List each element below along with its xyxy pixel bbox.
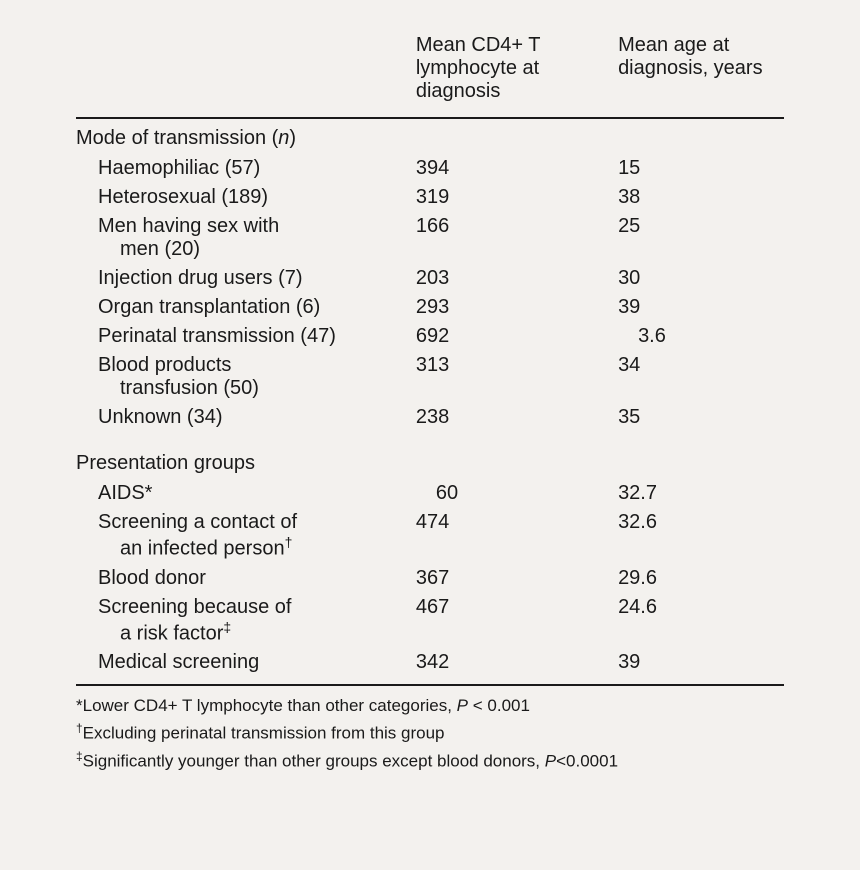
row-age: 34: [614, 351, 784, 403]
row-age: 15: [614, 154, 784, 183]
row-cd4: 394: [416, 154, 614, 183]
table-row: Medical screening 342 39: [76, 648, 784, 685]
row-label: Organ transplantation (6): [76, 293, 416, 322]
row-age: 24.6: [614, 593, 784, 649]
row-age: 39: [614, 293, 784, 322]
header-col-3: Mean age at diagnosis, years: [614, 28, 784, 118]
header-col-2: Mean CD4+ T lymphocyte at diagnosis: [416, 28, 614, 118]
table-row: Unknown (34) 238 35: [76, 403, 784, 432]
row-cd4: 319: [416, 183, 614, 212]
table-row: Screening a contact ofan infected person…: [76, 508, 784, 564]
table-body: Mode of transmission (n) Haemophiliac (5…: [76, 118, 784, 685]
table-row: Organ transplantation (6) 293 39: [76, 293, 784, 322]
table-row: AIDS* 60 32.7: [76, 479, 784, 508]
row-age: 30: [614, 264, 784, 293]
table-row: Heterosexual (189) 319 38: [76, 183, 784, 212]
section-header: Mode of transmission (n): [76, 118, 784, 154]
row-label: Perinatal transmission (47): [76, 322, 416, 351]
row-label: Screening a contact ofan infected person…: [76, 508, 416, 564]
row-age: 32.7: [614, 479, 784, 508]
footnote: ‡Significantly younger than other groups…: [76, 748, 784, 773]
row-label: Unknown (34): [76, 403, 416, 432]
row-label: Blood productstransfusion (50): [76, 351, 416, 403]
row-age: 25: [614, 212, 784, 264]
footnote: †Excluding perinatal transmission from t…: [76, 720, 784, 745]
row-age: 32.6: [614, 508, 784, 564]
section-title: Mode of transmission (n): [76, 118, 784, 154]
row-age: 29.6: [614, 564, 784, 593]
row-cd4: 313: [416, 351, 614, 403]
table-row: Blood productstransfusion (50) 313 34: [76, 351, 784, 403]
row-label: Injection drug users (7): [76, 264, 416, 293]
footnotes: *Lower CD4+ T lymphocyte than other cate…: [76, 694, 784, 773]
table-row: Men having sex withmen (20) 166 25: [76, 212, 784, 264]
row-label: Screening because ofa risk factor‡: [76, 593, 416, 649]
row-cd4: 238: [416, 403, 614, 432]
row-cd4: 203: [416, 264, 614, 293]
header-col-1: [76, 28, 416, 118]
row-label: Heterosexual (189): [76, 183, 416, 212]
row-cd4: 293: [416, 293, 614, 322]
row-cd4: 692: [416, 322, 614, 351]
row-cd4: 367: [416, 564, 614, 593]
row-age: 39: [614, 648, 784, 685]
row-label: Haemophiliac (57): [76, 154, 416, 183]
data-table: Mean CD4+ T lymphocyte at diagnosis Mean…: [76, 28, 784, 686]
section-title: Presentation groups: [76, 432, 784, 479]
row-cd4: 60: [416, 479, 614, 508]
row-label: Medical screening: [76, 648, 416, 685]
row-cd4: 166: [416, 212, 614, 264]
header-row: Mean CD4+ T lymphocyte at diagnosis Mean…: [76, 28, 784, 118]
table-row: Perinatal transmission (47) 692 3.6: [76, 322, 784, 351]
row-age: 3.6: [614, 322, 784, 351]
table-row: Blood donor 367 29.6: [76, 564, 784, 593]
table-row: Haemophiliac (57) 394 15: [76, 154, 784, 183]
row-label: AIDS*: [76, 479, 416, 508]
row-cd4: 467: [416, 593, 614, 649]
table-row: Injection drug users (7) 203 30: [76, 264, 784, 293]
table-row: Screening because ofa risk factor‡ 467 2…: [76, 593, 784, 649]
row-label: Blood donor: [76, 564, 416, 593]
footnote: *Lower CD4+ T lymphocyte than other cate…: [76, 694, 784, 718]
row-age: 35: [614, 403, 784, 432]
row-label: Men having sex withmen (20): [76, 212, 416, 264]
row-cd4: 342: [416, 648, 614, 685]
row-age: 38: [614, 183, 784, 212]
section-header: Presentation groups: [76, 432, 784, 479]
row-cd4: 474: [416, 508, 614, 564]
